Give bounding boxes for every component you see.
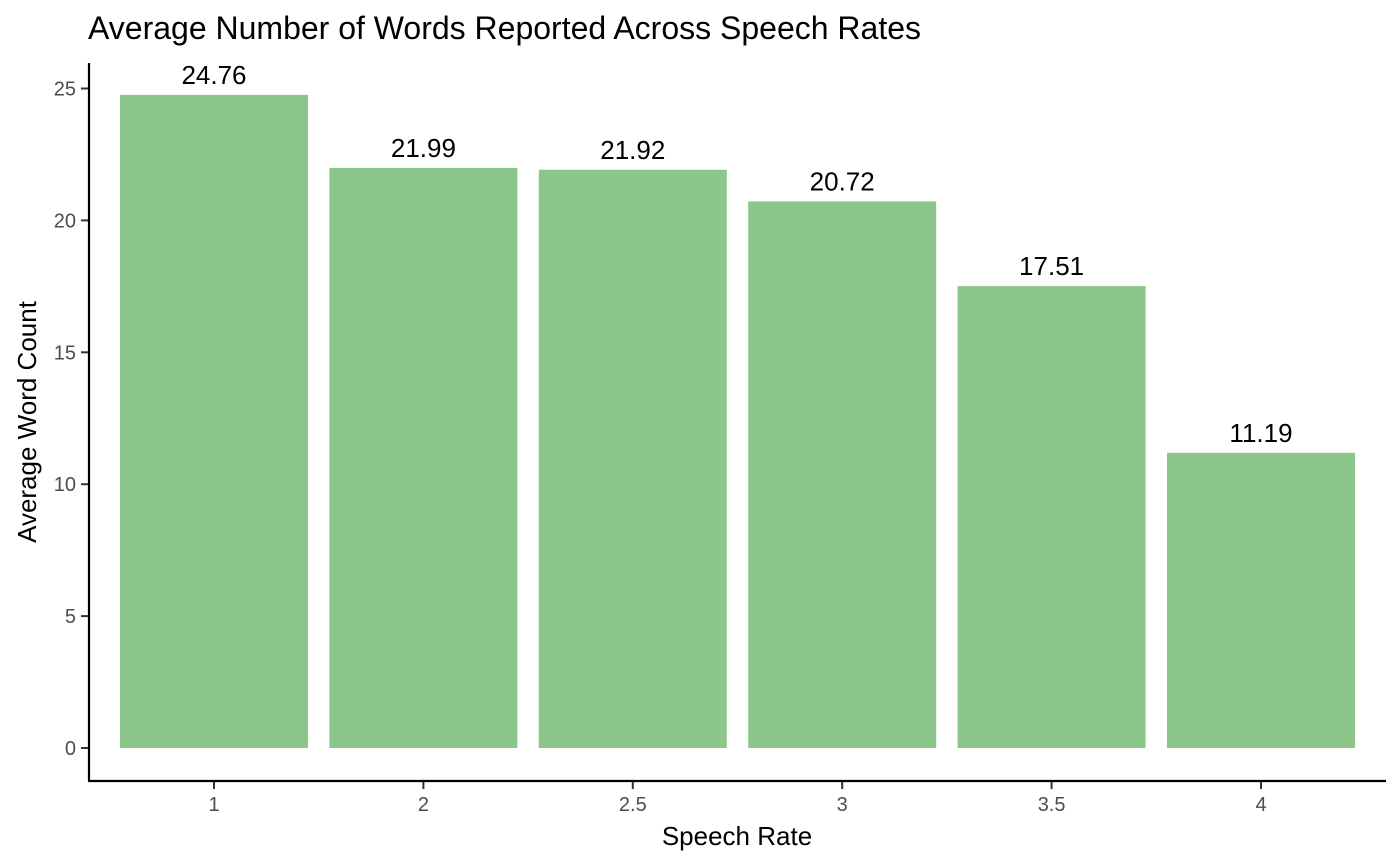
data-label-3: 20.72 <box>810 166 875 196</box>
y-tick-label-5: 5 <box>65 606 76 628</box>
y-tick-label-15: 15 <box>54 342 76 364</box>
y-tick-label-25: 25 <box>54 79 76 101</box>
data-label-1: 24.76 <box>181 60 246 90</box>
x-tick-label-4: 4 <box>1255 794 1266 816</box>
data-label-2: 21.99 <box>391 133 456 163</box>
x-axis-ticks: 1 2 2.5 3 3.5 4 <box>208 781 1267 816</box>
y-tick-label-10: 10 <box>54 474 76 496</box>
bars-layer <box>120 94 1355 748</box>
y-axis-ticks: 0 5 10 15 20 25 <box>54 79 89 760</box>
data-label-3.5: 17.51 <box>1019 251 1084 281</box>
bar-3.5 <box>957 286 1146 748</box>
x-axis-title: Speech Rate <box>662 821 812 851</box>
x-tick-label-3.5: 3.5 <box>1038 794 1066 816</box>
y-axis-title: Average Word Count <box>12 300 42 543</box>
x-tick-label-1: 1 <box>208 794 219 816</box>
y-tick-label-20: 20 <box>54 210 76 232</box>
bar-4 <box>1167 452 1355 748</box>
data-label-4: 11.19 <box>1229 418 1292 448</box>
data-labels-layer: 24.76 21.99 21.92 20.72 17.51 11.19 <box>181 60 1292 448</box>
bar-1 <box>120 94 308 748</box>
x-tick-label-2: 2 <box>418 794 429 816</box>
x-tick-label-3: 3 <box>837 794 848 816</box>
y-tick-label-0: 0 <box>65 738 76 760</box>
x-tick-label-2.5: 2.5 <box>619 794 647 816</box>
bar-2 <box>329 167 518 748</box>
bar-3 <box>748 201 937 748</box>
data-label-2.5: 21.92 <box>600 135 665 165</box>
bar-2.5 <box>538 169 727 748</box>
chart-title: Average Number of Words Reported Across … <box>88 10 921 46</box>
